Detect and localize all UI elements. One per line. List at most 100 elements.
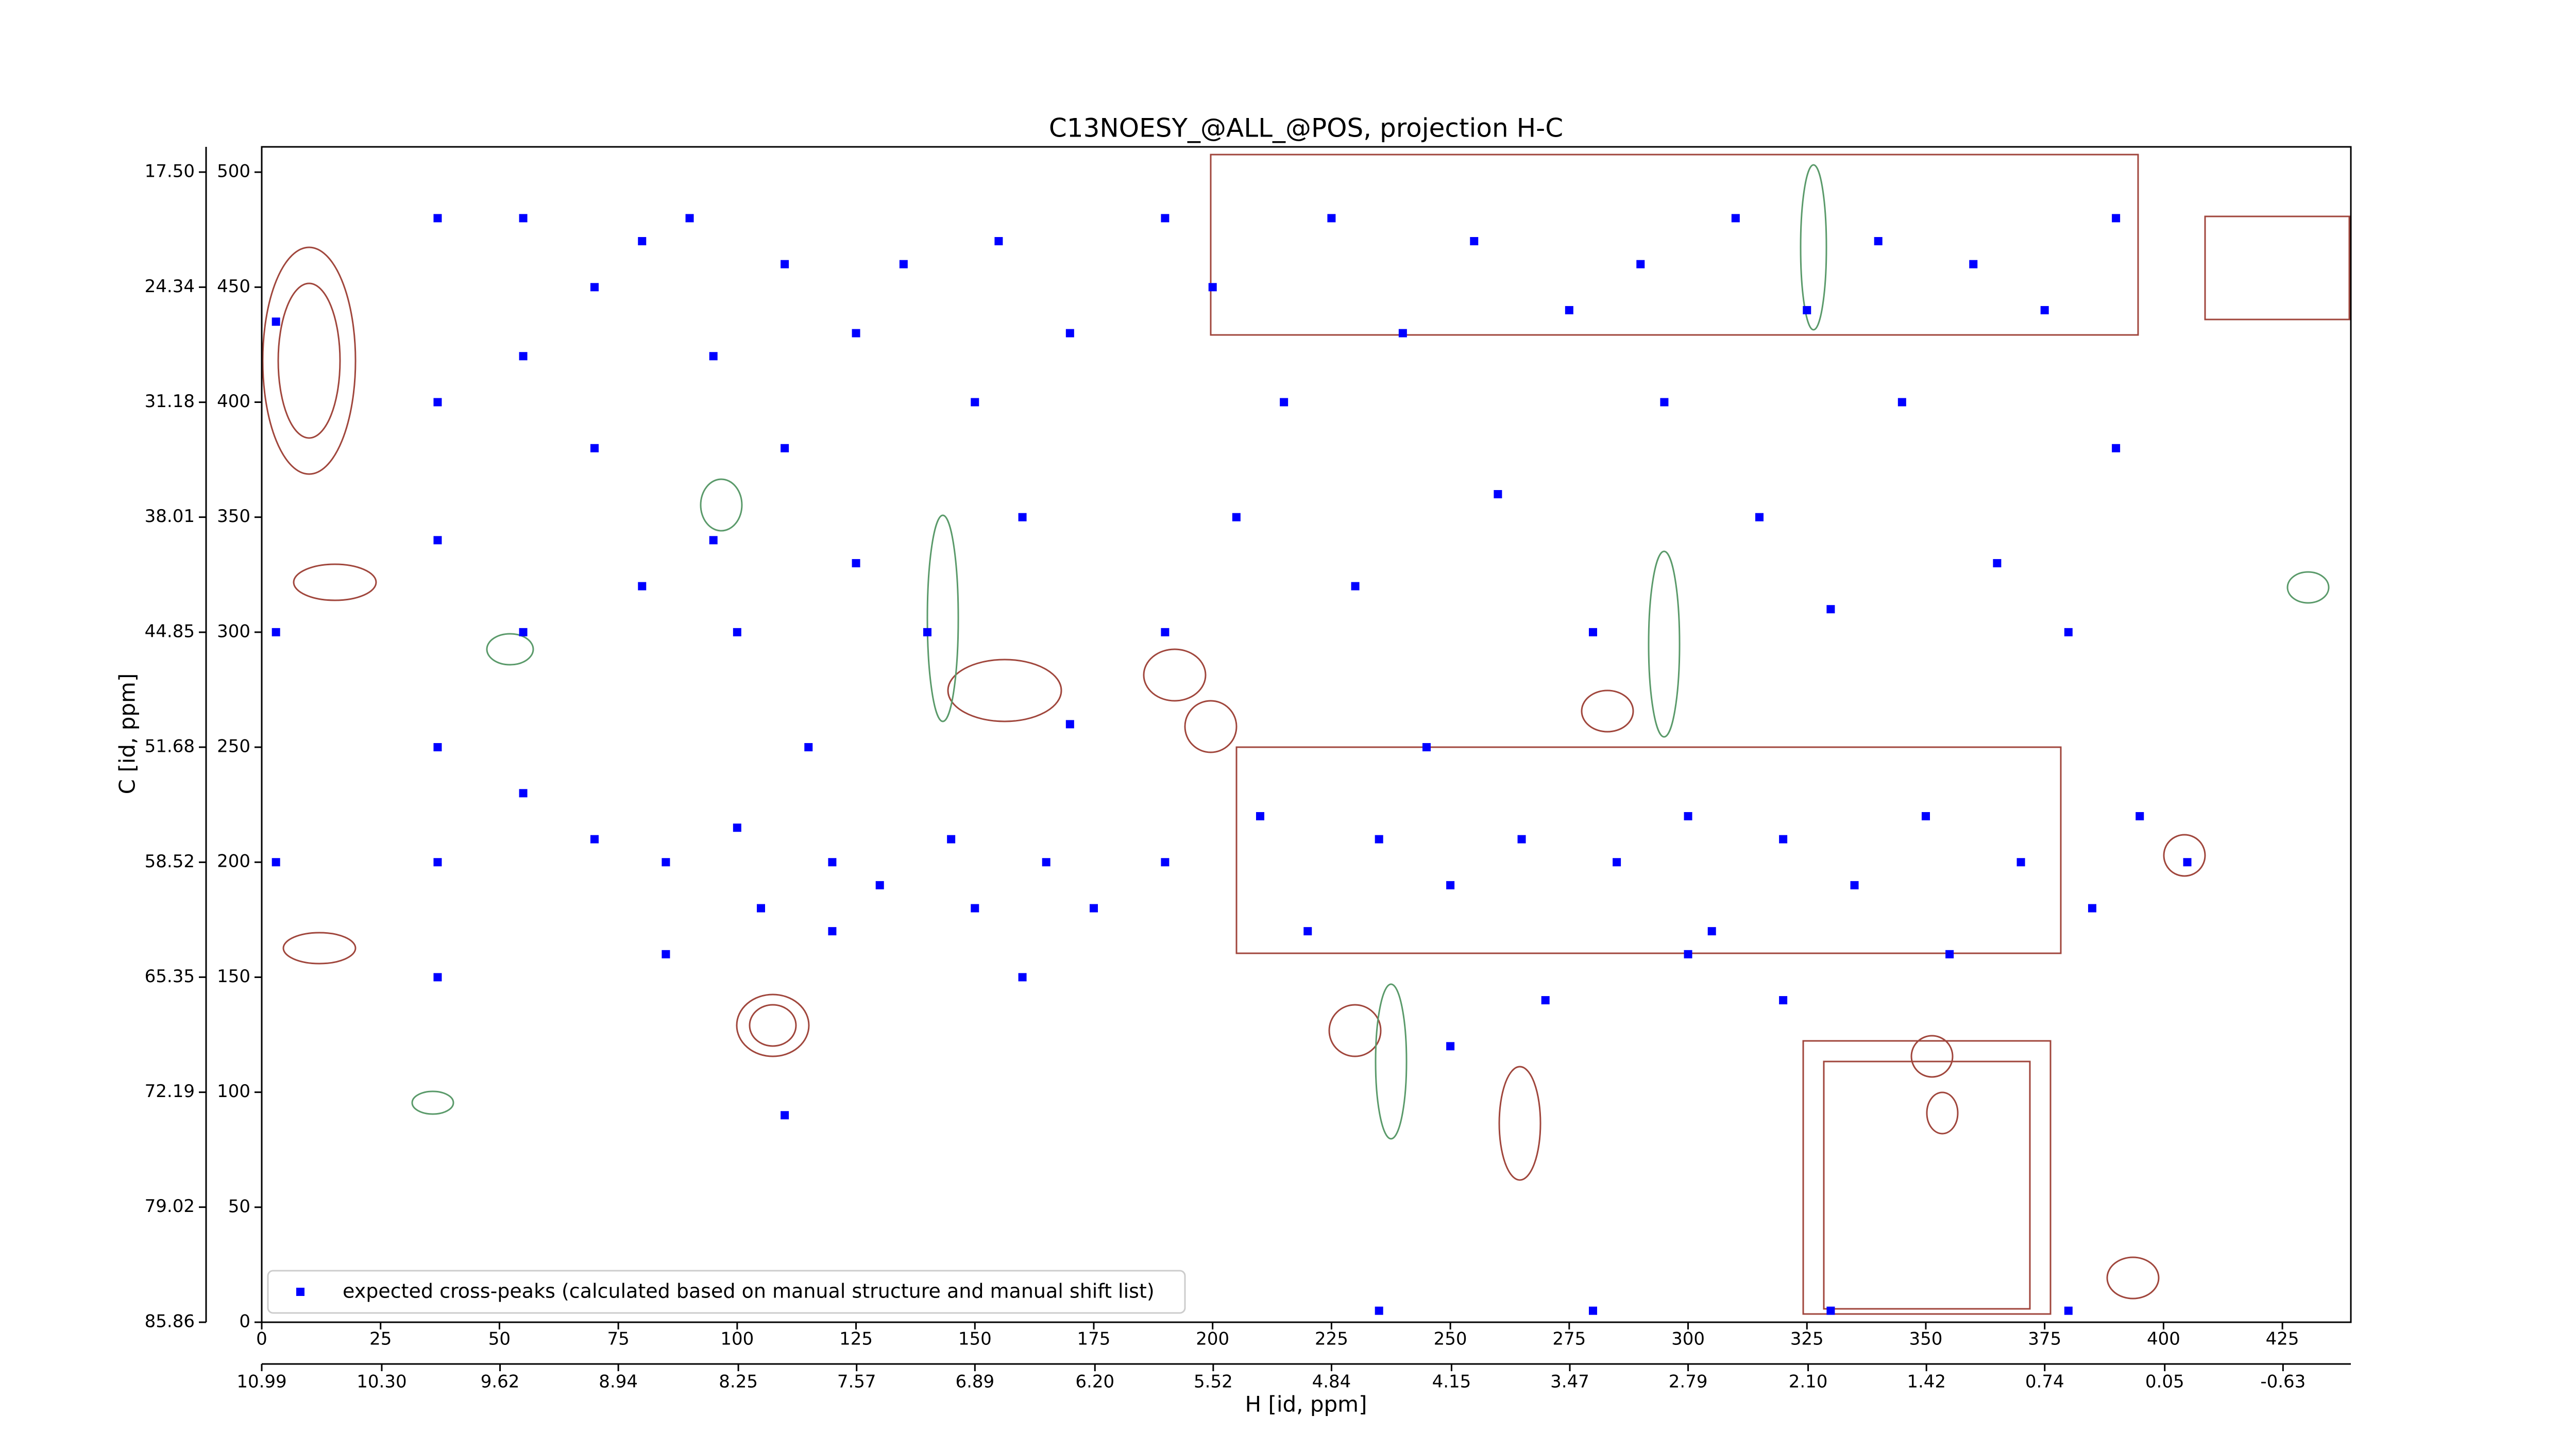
cross-peak bbox=[781, 444, 789, 452]
cross-peak bbox=[1351, 582, 1360, 591]
cross-peak bbox=[1993, 559, 2002, 567]
cross-peak bbox=[1494, 490, 1502, 499]
cross-peak bbox=[1779, 996, 1788, 1005]
x2-tick-label: 10.99 bbox=[236, 1372, 286, 1392]
cross-peak bbox=[709, 352, 718, 361]
cross-peak bbox=[1446, 881, 1455, 889]
y2-tick-label: 38.01 bbox=[145, 506, 195, 527]
cross-peak bbox=[638, 237, 647, 246]
x2-tick-label: -0.63 bbox=[2260, 1372, 2306, 1392]
cross-peak bbox=[2183, 858, 2192, 867]
y2-tick-label: 44.85 bbox=[145, 621, 195, 642]
x2-tick-label: 8.94 bbox=[599, 1372, 638, 1392]
legend-text: expected cross-peaks (calculated based o… bbox=[343, 1280, 1155, 1303]
cross-peak bbox=[756, 904, 765, 913]
point-series bbox=[272, 214, 2192, 1315]
x-tick-label: 225 bbox=[1315, 1329, 1348, 1350]
cross-peak bbox=[590, 283, 599, 292]
x-tick-label: 425 bbox=[2266, 1329, 2299, 1350]
x-tick-label: 75 bbox=[607, 1329, 630, 1350]
cross-peak bbox=[1565, 306, 1573, 314]
cross-peak bbox=[1826, 605, 1835, 614]
cross-peak bbox=[1826, 1306, 1835, 1315]
y-tick-label: 200 bbox=[217, 851, 250, 872]
cross-peak bbox=[1470, 237, 1479, 246]
cross-peak bbox=[1588, 1306, 1597, 1315]
x-tick-label: 150 bbox=[958, 1329, 992, 1350]
x-tick-label: 50 bbox=[488, 1329, 511, 1350]
y-axis-label: C [id, ppm] bbox=[115, 673, 140, 795]
positive-contours bbox=[262, 154, 2350, 1315]
y-tick-label: 400 bbox=[217, 391, 250, 412]
cross-peak bbox=[272, 628, 280, 636]
x2-tick-label: 1.42 bbox=[1907, 1372, 1946, 1392]
x-tick-label: 350 bbox=[1909, 1329, 1943, 1350]
cross-peak bbox=[1327, 214, 1336, 223]
x2-tick-label: 4.15 bbox=[1432, 1372, 1471, 1392]
x2-tick-label: 10.30 bbox=[357, 1372, 406, 1392]
negative-contours bbox=[411, 164, 2330, 1140]
x-tick-label: 325 bbox=[1790, 1329, 1824, 1350]
x2-tick-label: 2.79 bbox=[1669, 1372, 1708, 1392]
y2-tick-label: 31.18 bbox=[145, 391, 195, 412]
cross-peak bbox=[1161, 214, 1170, 223]
cross-peak bbox=[1921, 812, 1930, 820]
cross-peak bbox=[272, 317, 280, 326]
x-tick-label: 175 bbox=[1077, 1329, 1111, 1350]
y-tick-label: 500 bbox=[217, 161, 250, 182]
cross-peak bbox=[1018, 973, 1027, 982]
cross-peak bbox=[1684, 812, 1692, 820]
x2-tick-label: 7.57 bbox=[837, 1372, 876, 1392]
cross-peak bbox=[662, 858, 670, 867]
cross-peak bbox=[781, 260, 789, 268]
x2-tick-label: 4.84 bbox=[1312, 1372, 1351, 1392]
cross-peak bbox=[433, 858, 442, 867]
cross-peak bbox=[1541, 996, 1550, 1005]
cross-peak bbox=[1660, 398, 1669, 407]
cross-peak bbox=[947, 835, 956, 844]
x2-tick-label: 6.89 bbox=[955, 1372, 994, 1392]
cross-peak bbox=[899, 260, 908, 268]
cross-peak bbox=[1613, 858, 1621, 867]
cross-peak bbox=[1065, 720, 1074, 729]
cross-peak bbox=[875, 881, 884, 889]
cross-peak bbox=[662, 950, 670, 958]
plot-frame bbox=[261, 146, 2352, 1323]
cross-peak bbox=[1755, 513, 1764, 521]
cross-peak bbox=[1446, 1042, 1455, 1051]
cross-peak bbox=[2088, 904, 2096, 913]
x2-tick-label: 9.62 bbox=[481, 1372, 520, 1392]
cross-peak bbox=[638, 582, 647, 591]
x-tick-label: 400 bbox=[2147, 1329, 2180, 1350]
cross-peak bbox=[433, 973, 442, 982]
cross-peak bbox=[971, 904, 979, 913]
y-tick-label: 250 bbox=[217, 736, 250, 757]
x-tick-label: 250 bbox=[1434, 1329, 1467, 1350]
x2-tick-label: 5.52 bbox=[1194, 1372, 1233, 1392]
cross-peak bbox=[1779, 835, 1788, 844]
x2-tick-label: 8.25 bbox=[719, 1372, 758, 1392]
y2-tick-label: 51.68 bbox=[145, 736, 195, 756]
cross-peak bbox=[1089, 904, 1098, 913]
x-tick-label: 0 bbox=[256, 1329, 267, 1350]
cross-peak bbox=[2064, 628, 2073, 636]
x-tick-label: 100 bbox=[720, 1329, 754, 1350]
cross-peak bbox=[733, 823, 741, 832]
cross-peak bbox=[1588, 628, 1597, 636]
cross-peak bbox=[433, 536, 442, 545]
cross-peak bbox=[1684, 950, 1692, 958]
y-tick-label: 150 bbox=[217, 966, 250, 987]
x-axis-label: H [id, ppm] bbox=[1245, 1392, 1367, 1417]
cross-peak bbox=[1803, 306, 1811, 314]
legend-marker bbox=[296, 1288, 304, 1296]
y2-tick-label: 85.86 bbox=[145, 1311, 195, 1332]
y2-tick-label: 65.35 bbox=[145, 966, 195, 987]
x-tick-label: 200 bbox=[1196, 1329, 1229, 1350]
cross-peak bbox=[1707, 927, 1716, 936]
cross-peak bbox=[994, 237, 1003, 246]
cross-peak bbox=[2064, 1306, 2073, 1315]
y-tick-label: 50 bbox=[228, 1196, 250, 1217]
cross-peak bbox=[1256, 812, 1264, 820]
